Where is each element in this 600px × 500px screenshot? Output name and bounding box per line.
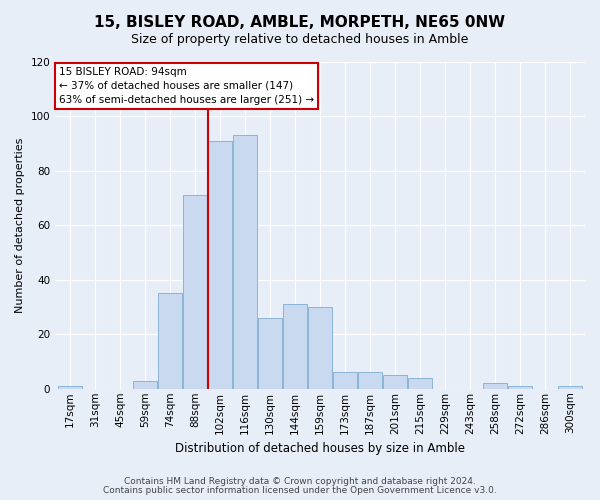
Text: 15 BISLEY ROAD: 94sqm
← 37% of detached houses are smaller (147)
63% of semi-det: 15 BISLEY ROAD: 94sqm ← 37% of detached …	[59, 67, 314, 105]
Text: Contains public sector information licensed under the Open Government Licence v3: Contains public sector information licen…	[103, 486, 497, 495]
Bar	[358, 372, 382, 389]
Bar	[308, 307, 332, 389]
Bar	[258, 318, 282, 389]
Bar	[508, 386, 532, 389]
Bar	[408, 378, 432, 389]
Bar	[208, 140, 232, 389]
Bar	[383, 375, 407, 389]
Bar	[333, 372, 357, 389]
Y-axis label: Number of detached properties: Number of detached properties	[15, 138, 25, 313]
Bar	[233, 135, 257, 389]
Bar	[133, 380, 157, 389]
Bar	[183, 195, 207, 389]
Bar	[483, 384, 507, 389]
Bar	[58, 386, 82, 389]
Bar	[158, 294, 182, 389]
Bar	[558, 386, 582, 389]
Text: 15, BISLEY ROAD, AMBLE, MORPETH, NE65 0NW: 15, BISLEY ROAD, AMBLE, MORPETH, NE65 0N…	[94, 15, 506, 30]
Bar	[283, 304, 307, 389]
Text: Size of property relative to detached houses in Amble: Size of property relative to detached ho…	[131, 32, 469, 46]
X-axis label: Distribution of detached houses by size in Amble: Distribution of detached houses by size …	[175, 442, 465, 455]
Text: Contains HM Land Registry data © Crown copyright and database right 2024.: Contains HM Land Registry data © Crown c…	[124, 477, 476, 486]
